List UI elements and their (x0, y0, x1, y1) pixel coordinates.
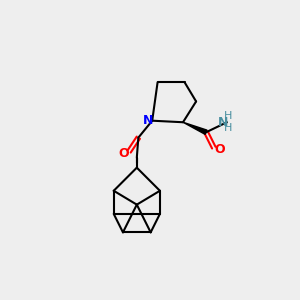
Text: N: N (218, 116, 228, 129)
Text: H: H (224, 111, 232, 121)
Text: N: N (143, 114, 154, 127)
Polygon shape (183, 122, 207, 134)
Text: H: H (224, 123, 232, 134)
Text: O: O (118, 147, 129, 160)
Text: O: O (215, 143, 225, 157)
